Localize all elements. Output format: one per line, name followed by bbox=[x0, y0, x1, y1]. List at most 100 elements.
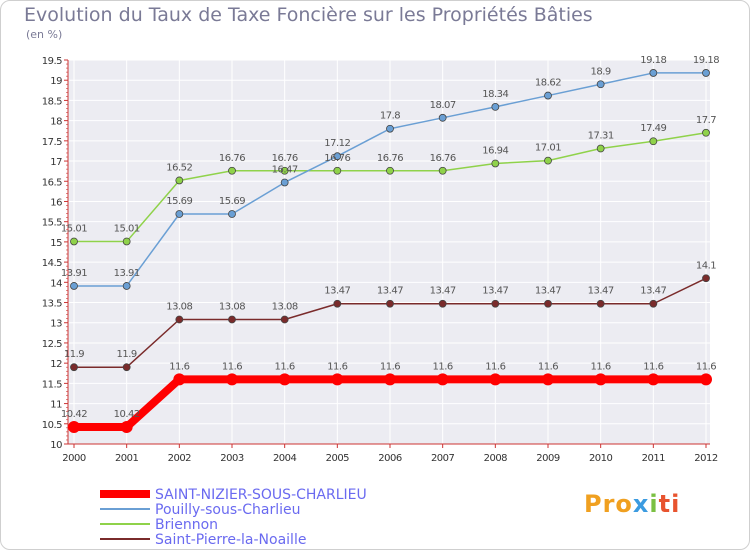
y-tick-label: 16.5 bbox=[42, 177, 62, 188]
data-label: 13.47 bbox=[324, 286, 350, 297]
data-label: 13.08 bbox=[166, 302, 192, 313]
y-tick-label: 13 bbox=[50, 319, 62, 330]
data-label: 19.18 bbox=[640, 55, 666, 66]
data-label: 18.34 bbox=[482, 89, 508, 100]
series-point bbox=[280, 315, 289, 324]
data-label: 13.47 bbox=[535, 286, 561, 297]
data-label: 11.6 bbox=[591, 361, 611, 372]
data-label: 16.94 bbox=[482, 145, 508, 156]
series-point bbox=[280, 166, 289, 175]
data-label: 17.49 bbox=[640, 123, 666, 134]
series-point bbox=[122, 237, 131, 246]
series-point bbox=[70, 237, 78, 246]
series-point bbox=[122, 282, 131, 290]
series-point bbox=[436, 373, 449, 386]
data-label: 15.01 bbox=[61, 223, 87, 234]
data-label: 17.31 bbox=[588, 131, 614, 142]
data-label: 11.6 bbox=[696, 361, 716, 372]
x-tick-label: 2012 bbox=[694, 453, 718, 464]
legend-label: Briennon bbox=[155, 517, 218, 533]
series-point bbox=[544, 91, 552, 100]
x-tick-label: 2000 bbox=[62, 453, 86, 464]
data-label: 13.47 bbox=[377, 286, 403, 297]
x-tick-label: 2008 bbox=[484, 453, 508, 464]
y-tick-label: 14.5 bbox=[42, 258, 62, 269]
y-tick-label: 17.5 bbox=[42, 137, 62, 148]
series-point bbox=[331, 373, 344, 386]
series-point bbox=[122, 363, 131, 372]
y-tick-label: 16 bbox=[50, 197, 62, 208]
x-tick-label: 2003 bbox=[220, 453, 244, 464]
y-tick-label: 12.5 bbox=[42, 339, 62, 350]
data-label: 10.42 bbox=[114, 409, 140, 420]
data-label: 19.18 bbox=[693, 55, 719, 66]
series-point bbox=[647, 373, 660, 386]
series-point bbox=[596, 299, 605, 308]
series-point bbox=[228, 166, 236, 175]
data-label: 11.6 bbox=[327, 361, 347, 372]
series-point bbox=[438, 113, 447, 122]
data-label: 11.6 bbox=[380, 361, 400, 372]
x-tick-label: 2004 bbox=[273, 453, 297, 464]
series-point bbox=[333, 299, 342, 308]
y-tick-label: 19.5 bbox=[42, 56, 62, 67]
y-tick-label: 17 bbox=[50, 157, 62, 168]
series-point bbox=[226, 373, 238, 386]
data-label: 13.08 bbox=[219, 302, 245, 313]
series-point bbox=[596, 144, 605, 153]
x-tick-label: 2001 bbox=[115, 453, 139, 464]
series-point bbox=[594, 373, 607, 386]
data-label: 13.91 bbox=[114, 268, 140, 279]
data-label: 13.08 bbox=[272, 302, 298, 313]
series-point bbox=[278, 373, 291, 386]
series-point bbox=[120, 421, 133, 434]
y-tick-label: 15 bbox=[50, 238, 62, 249]
series-point bbox=[702, 128, 710, 137]
legend-label: Saint-Pierre-la-Noaille bbox=[155, 532, 306, 548]
x-tick-label: 2005 bbox=[326, 453, 350, 464]
y-tick-label: 19 bbox=[50, 76, 62, 87]
series-point bbox=[542, 373, 554, 386]
series-point bbox=[702, 69, 710, 77]
data-label: 16.76 bbox=[324, 153, 350, 164]
unit-label: (en %) bbox=[26, 28, 63, 41]
data-label: 11.6 bbox=[433, 361, 453, 372]
data-label: 11.9 bbox=[64, 349, 84, 360]
data-label: 15.69 bbox=[166, 196, 192, 207]
y-tick-label: 11.5 bbox=[42, 379, 62, 390]
series-point bbox=[489, 373, 502, 386]
data-label: 17.7 bbox=[696, 115, 716, 126]
data-label: 11.6 bbox=[222, 361, 242, 372]
series-point bbox=[649, 137, 658, 146]
x-tick-label: 2006 bbox=[378, 453, 402, 464]
legend-label: Pouilly-sous-Charlieu bbox=[155, 502, 300, 518]
series-point bbox=[386, 166, 394, 175]
series-point bbox=[491, 102, 500, 111]
series-point bbox=[438, 166, 447, 175]
data-label: 13.47 bbox=[430, 286, 456, 297]
data-label: 16.76 bbox=[377, 153, 403, 164]
series-point bbox=[544, 156, 552, 165]
data-label: 11.6 bbox=[275, 361, 295, 372]
data-label: 18.07 bbox=[430, 100, 456, 111]
series-point bbox=[544, 299, 552, 308]
series-point bbox=[384, 373, 396, 386]
proxiti-logo: Proxiti bbox=[584, 490, 681, 518]
series-point bbox=[228, 210, 236, 218]
data-label: 17.12 bbox=[324, 138, 350, 149]
series-point bbox=[175, 210, 184, 218]
data-label: 11.6 bbox=[485, 361, 505, 372]
data-label: 13.47 bbox=[640, 286, 666, 297]
series-point bbox=[228, 315, 236, 324]
data-label: 15.01 bbox=[114, 223, 140, 234]
data-label: 11.9 bbox=[117, 349, 137, 360]
series-point bbox=[173, 373, 186, 386]
data-label: 13.91 bbox=[61, 268, 87, 279]
data-label: 16.76 bbox=[272, 153, 298, 164]
y-tick-label: 15.5 bbox=[42, 218, 62, 229]
x-tick-label: 2011 bbox=[642, 453, 666, 464]
series-point bbox=[175, 176, 184, 185]
series-point bbox=[649, 69, 658, 77]
series-point bbox=[649, 299, 658, 308]
